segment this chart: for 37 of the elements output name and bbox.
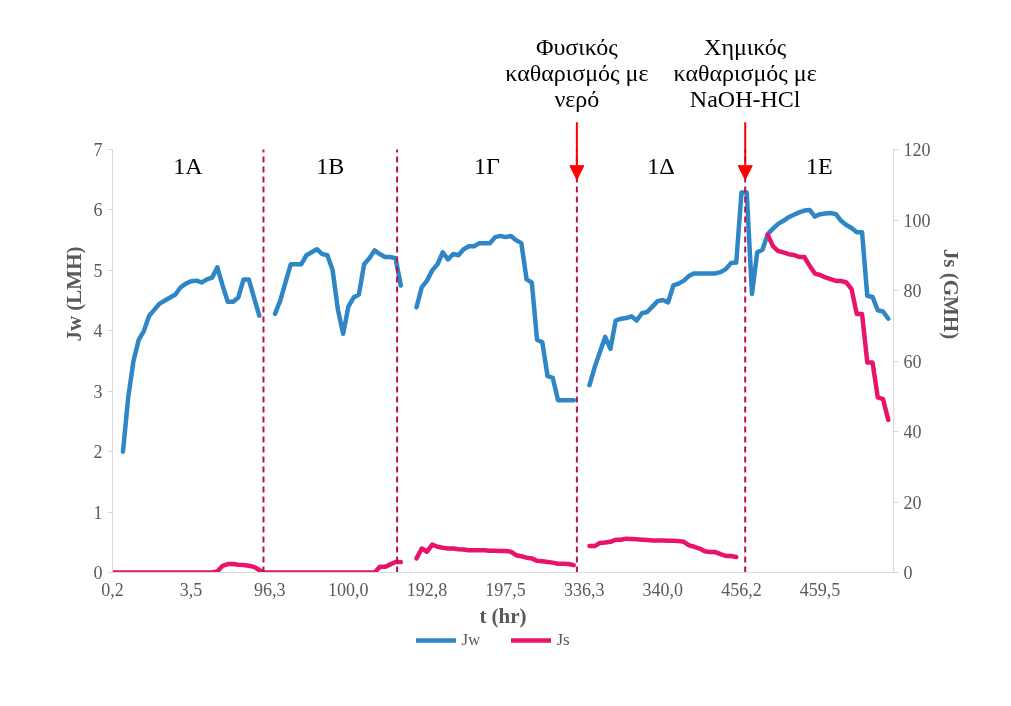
y-tick-label: 0 <box>93 563 103 583</box>
x-tick-label: 197,5 <box>485 579 526 600</box>
legend-label: Jw <box>461 630 482 650</box>
y2-tick-label: 80 <box>903 281 922 301</box>
y-tick-label: 4 <box>93 321 103 342</box>
annotation: 1Γ <box>474 152 501 179</box>
y2-axis-title: Js (GMH) <box>938 248 963 340</box>
annotation: 1E <box>806 152 833 179</box>
x-tick-label: 0,2 <box>101 579 124 600</box>
y-tick-label: 1 <box>93 502 103 523</box>
y-tick-label: 2 <box>93 442 103 463</box>
y-tick-label: 3 <box>93 381 103 402</box>
x-axis-title: t (hr) <box>479 603 527 628</box>
annotation: 1Δ <box>647 152 675 179</box>
y-tick-label: 5 <box>93 260 103 281</box>
legend-label: Js <box>556 630 571 650</box>
x-tick-label: 336,3 <box>563 579 605 600</box>
x-tick-label: 340,0 <box>642 579 684 600</box>
y-axis-title: Jw (LMH) <box>61 246 86 342</box>
text: Χημικός καθαρισμός με NaOH-HCl <box>673 34 817 113</box>
annotation: 1B <box>316 152 345 179</box>
x-tick-label: 456,2 <box>721 579 762 600</box>
y2-tick-label: 100 <box>903 210 931 231</box>
text: Φυσικός καθαρισμός με νερό <box>505 34 649 113</box>
y2-tick-label: 0 <box>903 563 913 583</box>
y2-tick-label: 120 <box>903 140 931 160</box>
x-tick-label: 96,3 <box>254 579 286 600</box>
x-tick-label: 3,5 <box>179 579 203 600</box>
y2-tick-label: 40 <box>903 422 922 442</box>
y-tick-label: 7 <box>93 140 103 160</box>
y-tick-label: 6 <box>93 200 103 221</box>
x-tick-label: 100,0 <box>328 579 369 600</box>
y2-tick-label: 60 <box>903 351 922 372</box>
x-tick-label: 192,8 <box>406 579 448 600</box>
x-tick-label: 459,5 <box>799 579 841 600</box>
y2-tick-label: 20 <box>903 492 922 513</box>
annotation: 1A <box>173 152 204 179</box>
